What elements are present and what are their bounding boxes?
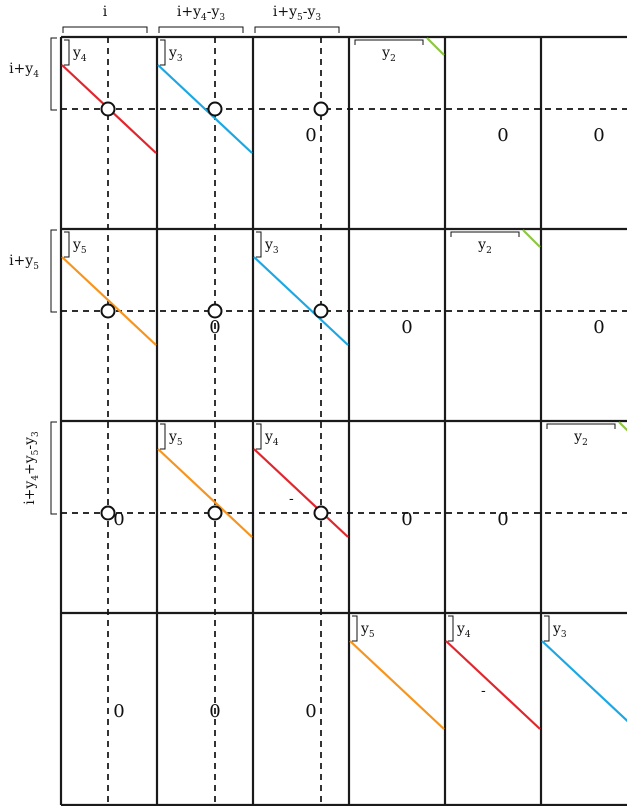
diagonal-green-r2c5 — [618, 421, 627, 432]
zero-label-r3c0: 0 — [113, 701, 124, 722]
intersection-circle-r0c1 — [207, 101, 223, 117]
intersection-circle-r1c0 — [100, 303, 116, 319]
label-bracket-r1c0 — [64, 231, 70, 258]
y-label-r2c5: y2 — [573, 429, 588, 448]
y-label-r3c4: y4 — [456, 621, 471, 640]
column-header-1: i+y4-y3 — [177, 4, 226, 23]
row-bracket-2 — [50, 421, 57, 515]
grid-lines — [59, 35, 627, 806]
column-header-0: i — [103, 4, 108, 20]
zero-label-r0c4: 0 — [497, 125, 508, 146]
y-label-r2c1: y5 — [168, 429, 183, 448]
y-label-r0c0: y4 — [72, 45, 87, 64]
label-bracket-r3c3 — [352, 615, 358, 642]
y-label-r2c2: y4 — [264, 429, 279, 448]
column-header-2: i+y5-y3 — [273, 4, 322, 23]
diagonal-blue-r1c2 — [253, 256, 349, 346]
dashed-guides — [61, 37, 627, 805]
label-bracket-r1c4 — [450, 231, 520, 237]
intersection-circle-r2c0 — [100, 505, 116, 521]
diagonal-blue-r3c5 — [541, 640, 627, 723]
y-label-r1c2: y3 — [264, 237, 279, 256]
row-header-1: i+y5 — [9, 253, 39, 272]
y-label-r0c1: y3 — [168, 45, 183, 64]
zero-label-r0c2: 0 — [305, 125, 316, 146]
diagonal-green-r0c3 — [426, 37, 445, 56]
diagonal-blue-r0c1 — [157, 64, 253, 154]
zero-label-r2c0: 0 — [113, 509, 124, 530]
column-bracket-1 — [158, 26, 244, 33]
label-bracket-r2c1 — [160, 423, 166, 450]
label-bracket-r2c2 — [256, 423, 262, 450]
intersection-markers — [100, 101, 329, 521]
matrix-cells: y4 y3 0 y2 0 0 y5 0 y3 0 y2 0 0 y5 y4 - 0 0 y2 0 0 0 y5 y4 - y3 — [61, 37, 627, 730]
zero-label-r3c2: 0 — [305, 701, 316, 722]
row-bracket-0 — [50, 37, 57, 111]
diagonal-orange-r3c3 — [349, 640, 445, 730]
zero-label-r2c4: 0 — [497, 509, 508, 530]
intersection-circle-r2c1 — [207, 505, 223, 521]
label-bracket-r0c1 — [160, 39, 166, 66]
zero-label-r1c1: 0 — [209, 317, 220, 338]
intersection-circle-r2c2 — [313, 505, 329, 521]
zero-label-r2c3: 0 — [401, 509, 412, 530]
y-label-r1c0: y5 — [72, 237, 87, 256]
intersection-circle-r0c0 — [100, 101, 116, 117]
label-bracket-r0c3 — [354, 39, 424, 45]
column-bracket-2 — [254, 26, 340, 33]
y-label-r3c5: y3 — [552, 621, 567, 640]
row-header-0: i+y4 — [9, 61, 39, 80]
label-bracket-r3c5 — [544, 615, 550, 642]
row-bracket-1 — [50, 229, 57, 313]
column-bracket-0 — [62, 26, 148, 33]
intersection-circle-r1c2 — [313, 303, 329, 319]
label-bracket-r1c2 — [256, 231, 262, 258]
y-label-r0c3: y2 — [381, 45, 396, 64]
zero-label-r0c5: 0 — [593, 125, 604, 146]
diagonal-red-r3c4 — [445, 640, 541, 730]
label-bracket-r0c0 — [64, 39, 70, 66]
intersection-circle-r0c2 — [313, 101, 329, 117]
minus-label-r2c2: - — [289, 491, 294, 507]
diagonal-green-r1c4 — [522, 229, 541, 248]
zero-label-r1c3: 0 — [401, 317, 412, 338]
label-bracket-r3c4 — [448, 615, 454, 642]
diagonal-red-r2c2 — [253, 448, 349, 538]
intersection-circle-r1c1 — [207, 303, 223, 319]
diagonal-orange-r1c0 — [61, 256, 157, 346]
y-label-r1c4: y2 — [477, 237, 492, 256]
zero-label-r3c1: 0 — [209, 701, 220, 722]
axis-headers: i i+y4-y3 i+y5-y3 i+y4 i+y5 i+y4+y5-y3 — [9, 4, 340, 515]
zero-label-r1c5: 0 — [593, 317, 604, 338]
label-bracket-r2c5 — [546, 423, 616, 429]
diagonal-orange-r2c1 — [157, 448, 253, 538]
minus-label-r3c4: - — [481, 683, 486, 699]
y-label-r3c3: y5 — [360, 621, 375, 640]
row-header-2: i+y4+y5-y3 — [22, 431, 41, 505]
